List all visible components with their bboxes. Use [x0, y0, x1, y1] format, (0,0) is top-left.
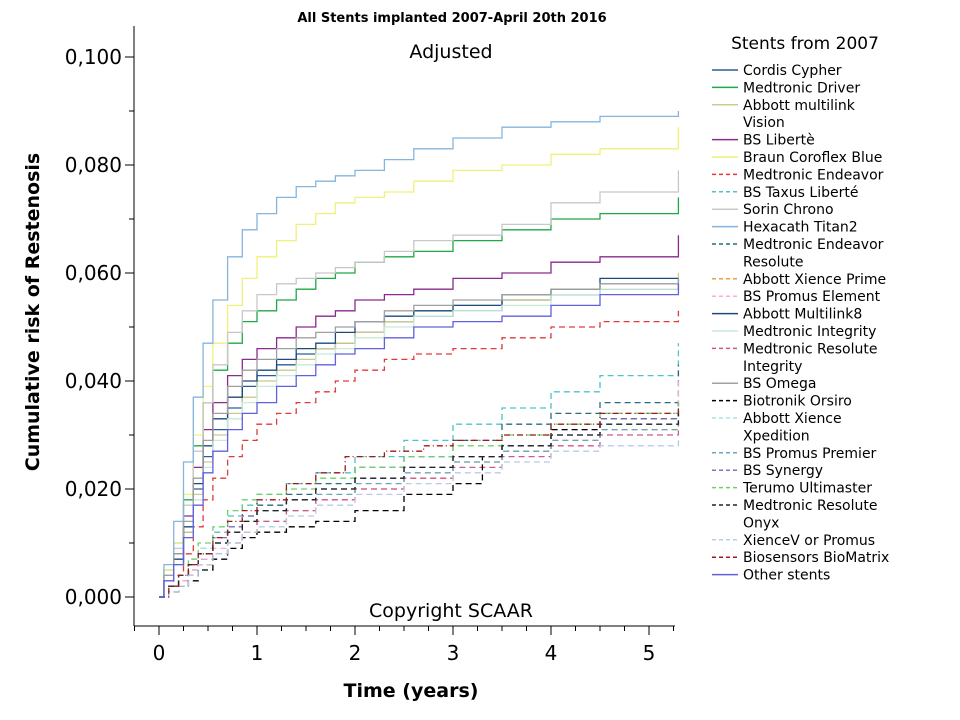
legend-label: Biotronik Orsiro [743, 394, 852, 410]
series-line [159, 413, 680, 598]
y-tick-label: 0,080 [65, 153, 122, 177]
series-line [159, 402, 680, 598]
x-tick-label: 0 [153, 641, 166, 665]
legend-label: Medtronic Endeavor [743, 237, 884, 253]
legend-label: BS Libertè [743, 133, 815, 149]
legend-label: Terumo Ultimaster [742, 481, 872, 497]
chart-subtitle: Adjusted [409, 41, 492, 63]
series-line [159, 364, 680, 598]
y-tick-label: 0,040 [65, 369, 122, 393]
series-line [159, 343, 680, 598]
legend-label: BS Taxus Liberté [743, 185, 858, 201]
legend-label: Abbott Multilink8 [743, 307, 862, 323]
legend-label: BS Omega [743, 376, 816, 392]
legend-label: Braun Coroflex Blue [743, 150, 882, 166]
legend-title: Stents from 2007 [731, 34, 879, 54]
legend-label: Medtronic Resolute [743, 498, 877, 514]
legend-label: BS Promus Element [743, 289, 881, 305]
legend-label: Resolute [743, 254, 803, 270]
legend-label: Medtronic Driver [743, 80, 860, 96]
series-line [159, 402, 680, 598]
x-tick-label: 3 [447, 641, 460, 665]
y-tick-label: 0,100 [65, 45, 122, 69]
x-tick-label: 4 [545, 641, 558, 665]
y-tick-label: 0,020 [65, 477, 122, 501]
y-axis-title: Cumulative risk of Restenosis [22, 153, 44, 472]
series-line [159, 408, 680, 598]
legend-label: Medtronic Integrity [743, 324, 876, 340]
legend-label: Biosensors BioMatrix [743, 550, 889, 566]
legend-label: BS Synergy [743, 463, 823, 479]
copyright-annotation: Copyright SCAAR [369, 600, 533, 622]
y-tick-label: 0,060 [65, 261, 122, 285]
legend-label: Other stents [743, 568, 830, 584]
series-line [159, 310, 680, 598]
legend-label: Cordis Cypher [743, 63, 842, 79]
legend-label: XienceV or Promus [743, 533, 875, 549]
legend-label: Abbott multilink [743, 98, 856, 114]
chart-title: All Stents implanted 2007-April 20th 201… [297, 11, 606, 26]
series-lines [159, 111, 680, 598]
legend-label: Integrity [743, 359, 802, 375]
legend-label: Abbott Xience Prime [743, 272, 886, 288]
legend-label: Vision [743, 115, 785, 131]
legend-label: Onyx [743, 515, 779, 531]
series-line [159, 402, 680, 598]
x-tick-label: 1 [251, 641, 264, 665]
series-line [159, 413, 680, 598]
legend-label: Sorin Chrono [743, 202, 834, 218]
x-tick-label: 5 [643, 641, 656, 665]
legend-label: Abbott Xience [743, 411, 842, 427]
series-line [159, 413, 680, 598]
x-axis-title: Time (years) [344, 680, 479, 702]
legend-label: Xpedition [743, 428, 810, 444]
series-line [159, 435, 680, 598]
axes: 0,000 0,020 0,040 0,060 0,080 0,100 0 1 2 3 4 5 [65, 26, 675, 665]
series-line [159, 283, 680, 598]
legend-label: Medtronic Endeavor [743, 167, 884, 183]
x-tick-label: 2 [349, 641, 362, 665]
legend-label: Hexacath Titan2 [743, 220, 858, 236]
series-line [159, 283, 680, 598]
y-tick-label: 0,000 [65, 585, 122, 609]
series-line [159, 277, 679, 598]
legend-label: BS Promus Premier [743, 446, 877, 462]
legend-label: Medtronic Resolute [743, 341, 877, 357]
series-line [159, 111, 680, 598]
